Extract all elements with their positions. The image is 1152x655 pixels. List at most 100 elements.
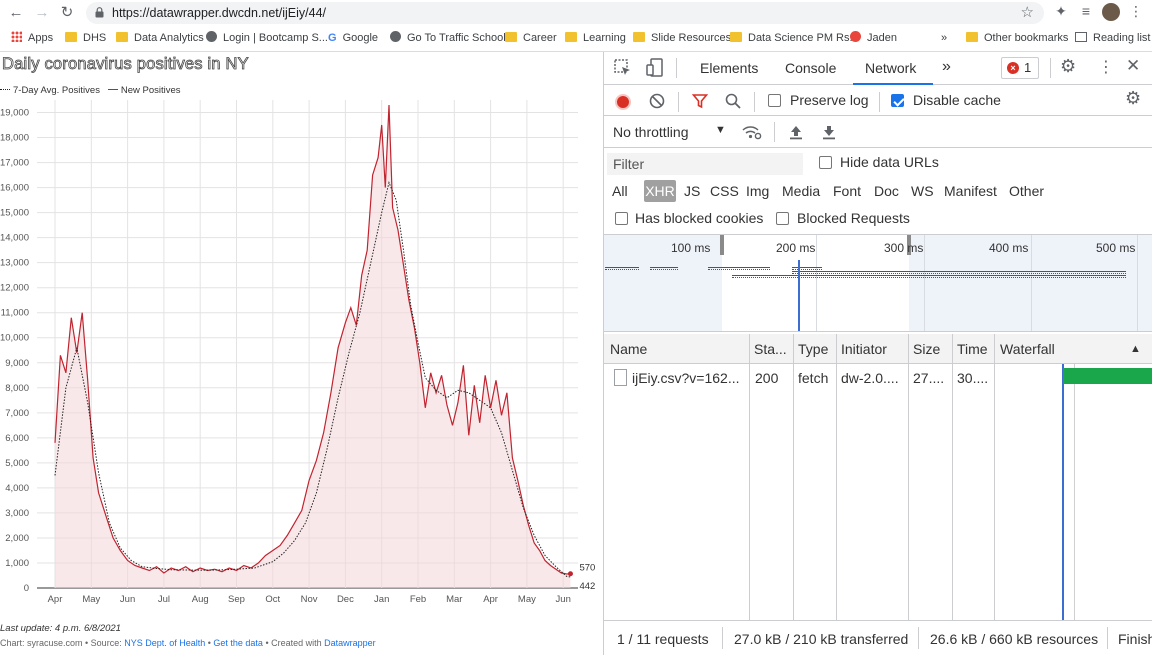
table-row[interactable]: ijEiy.csv?v=162... 200 fetch dw-2.0.... … bbox=[604, 364, 1152, 392]
media-control-icon[interactable]: ≡ bbox=[1081, 3, 1091, 19]
filter-media[interactable]: Media bbox=[782, 183, 821, 199]
x-tick-label: Dec bbox=[337, 594, 354, 605]
col-type[interactable]: Type bbox=[798, 341, 829, 357]
filter-funnel-icon[interactable] bbox=[692, 93, 708, 109]
tab-elements[interactable]: Elements bbox=[700, 60, 759, 76]
col-waterfall[interactable]: Waterfall bbox=[1000, 341, 1055, 357]
network-settings-gear-icon[interactable]: ⚙ bbox=[1125, 88, 1142, 108]
other-bookmarks[interactable]: Other bookmarks bbox=[966, 30, 1068, 46]
bookmark-star-icon[interactable]: ☆ bbox=[1020, 4, 1034, 21]
import-har-upload-icon[interactable] bbox=[789, 124, 803, 140]
requests-count: 1 / 11 requests bbox=[617, 631, 709, 647]
reload-icon[interactable]: ↻ bbox=[60, 4, 74, 21]
y-tick-label: 14,000 bbox=[0, 233, 29, 244]
menu-dots-icon[interactable]: ⋮ bbox=[1129, 3, 1143, 19]
export-har-download-icon[interactable] bbox=[822, 124, 836, 140]
disable-cache-checkbox[interactable] bbox=[891, 94, 904, 107]
back-arrow-icon[interactable]: ← bbox=[8, 4, 24, 21]
col-time[interactable]: Time bbox=[957, 341, 988, 357]
reading-list[interactable]: Reading list bbox=[1075, 30, 1150, 46]
col-name[interactable]: Name bbox=[610, 341, 648, 357]
col-initiator[interactable]: Initiator bbox=[841, 341, 887, 357]
get-data-link[interactable]: Get the data bbox=[213, 638, 263, 648]
request-initiator[interactable]: dw-2.0.... bbox=[841, 370, 899, 386]
x-tick-label: Jun bbox=[556, 594, 571, 605]
legend-label-new: New Positives bbox=[120, 85, 181, 96]
bookmark-dhs[interactable]: DHS bbox=[65, 30, 106, 46]
filter-js[interactable]: JS bbox=[684, 183, 701, 199]
forward-arrow-icon[interactable]: → bbox=[34, 4, 50, 21]
preserve-log-checkbox[interactable] bbox=[768, 94, 781, 107]
tab-console[interactable]: Console bbox=[785, 60, 837, 76]
clear-icon[interactable] bbox=[649, 93, 665, 109]
filter-img[interactable]: Img bbox=[746, 183, 770, 199]
filter-other[interactable]: Other bbox=[1009, 183, 1045, 199]
x-tick-label: Aug bbox=[192, 594, 209, 605]
filter-ws[interactable]: WS bbox=[911, 183, 934, 199]
has-blocked-cookies-checkbox[interactable] bbox=[615, 212, 628, 225]
chart-panel: Daily coronavirus positives in NY 7-Day … bbox=[0, 52, 603, 655]
filter-all[interactable]: All bbox=[612, 183, 628, 199]
bookmark-google[interactable]: G Google bbox=[328, 32, 379, 44]
overview-right-handle[interactable] bbox=[907, 235, 911, 255]
search-icon[interactable] bbox=[725, 93, 741, 109]
network-conditions-wifi-icon[interactable] bbox=[742, 124, 762, 140]
url-text[interactable]: https://datawrapper.dwcdn.net/ijEiy/44/ bbox=[112, 6, 327, 20]
x-tick-label: Jun bbox=[120, 594, 135, 605]
col-status[interactable]: Sta... bbox=[754, 341, 787, 357]
x-tick-label: Sep bbox=[228, 594, 245, 605]
col-size[interactable]: Size bbox=[913, 341, 941, 357]
throttling-select[interactable]: No throttling bbox=[613, 124, 689, 140]
more-tabs-chevron-icon[interactable]: » bbox=[942, 58, 951, 75]
address-bar[interactable]: https://datawrapper.dwcdn.net/ijEiy/44/ … bbox=[86, 2, 1044, 24]
settings-gear-icon[interactable]: ⚙ bbox=[1060, 56, 1077, 76]
bookmark-login-bootcamp[interactable]: Login | Bootcamp S... bbox=[206, 30, 328, 46]
blocked-requests-checkbox[interactable] bbox=[776, 212, 789, 225]
browser-toolbar: ← → ↻ https://datawrapper.dwcdn.net/ijEi… bbox=[0, 0, 1152, 26]
request-name[interactable]: ijEiy.csv?v=162... bbox=[632, 370, 740, 386]
filter-font[interactable]: Font bbox=[833, 183, 862, 199]
extensions-icon[interactable]: ✦ bbox=[1055, 3, 1067, 19]
request-bar bbox=[708, 267, 770, 270]
request-bar bbox=[605, 267, 639, 270]
source-link[interactable]: NYS Dept. of Health bbox=[124, 638, 206, 648]
datawrapper-link[interactable]: Datawrapper bbox=[324, 638, 376, 648]
bookmark-slide-resources[interactable]: Slide Resources bbox=[633, 30, 731, 46]
end-label-new: 570 bbox=[579, 563, 595, 574]
filter-doc[interactable]: Doc bbox=[874, 183, 899, 199]
tab-network[interactable]: Network bbox=[865, 60, 917, 76]
filter-css[interactable]: CSS bbox=[710, 183, 739, 199]
hide-data-urls-label: Hide data URLs bbox=[840, 154, 939, 170]
x-tick-label: Mar bbox=[446, 594, 462, 605]
sort-up-icon[interactable]: ▲ bbox=[1130, 343, 1141, 355]
avatar[interactable] bbox=[1102, 3, 1120, 21]
bookmark-learning[interactable]: Learning bbox=[565, 30, 626, 46]
filter-input[interactable] bbox=[607, 153, 803, 175]
device-toolbar-icon[interactable] bbox=[646, 58, 664, 78]
bookmark-data-science[interactable]: Data Science PM Rs... bbox=[730, 30, 859, 46]
overview-selection-window[interactable] bbox=[722, 235, 909, 331]
record-icon[interactable] bbox=[615, 94, 631, 110]
filter-manifest[interactable]: Manifest bbox=[944, 183, 997, 199]
y-tick-label: 2,000 bbox=[5, 533, 29, 544]
hide-data-urls-checkbox[interactable] bbox=[819, 156, 832, 169]
bookmark-jaden[interactable]: Jaden bbox=[850, 30, 897, 46]
close-devtools-icon[interactable]: ✕ bbox=[1126, 56, 1141, 75]
customize-dots-icon[interactable]: ⋮ bbox=[1098, 59, 1114, 76]
filter-xhr[interactable]: XHR bbox=[644, 180, 676, 202]
caret-down-icon[interactable]: ▼ bbox=[715, 124, 726, 136]
inspect-element-icon[interactable] bbox=[614, 59, 632, 77]
bookmark-data-analytics[interactable]: Data Analytics bbox=[116, 30, 204, 46]
bookmarks-overflow[interactable]: » bbox=[941, 32, 948, 44]
overview-left-handle[interactable] bbox=[720, 235, 724, 255]
error-badge[interactable]: × 1 bbox=[1001, 57, 1039, 79]
bookmark-career[interactable]: Career bbox=[505, 30, 557, 46]
timeline-label: 300 ms bbox=[884, 241, 924, 255]
globe-icon bbox=[206, 31, 217, 42]
timeline-overview[interactable]: 100 ms 200 ms 300 ms 400 ms 500 ms bbox=[604, 235, 1152, 332]
x-tick-label: Jul bbox=[158, 594, 170, 605]
bookmark-apps[interactable]: Apps bbox=[11, 30, 53, 46]
divider bbox=[722, 627, 723, 649]
y-tick-label: 11,000 bbox=[1, 308, 29, 319]
bookmark-traffic-school[interactable]: Go To Traffic School bbox=[390, 30, 506, 46]
